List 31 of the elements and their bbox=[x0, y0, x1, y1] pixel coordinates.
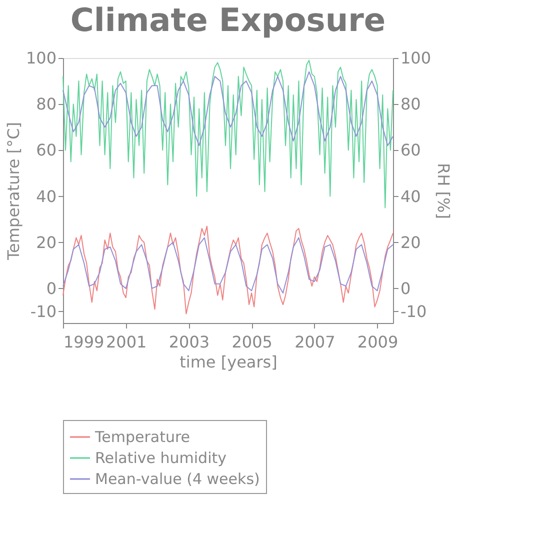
y-tick-label: 40 bbox=[36, 186, 56, 206]
y2-tick-label: 0 bbox=[400, 278, 411, 298]
legend-label: Mean-value (4 weeks) bbox=[95, 470, 260, 488]
x-tick-label: 2007 bbox=[294, 332, 336, 352]
x-tick-label: 2005 bbox=[232, 332, 272, 352]
y2-tick-label: -10 bbox=[400, 302, 427, 321]
chart-title: Climate Exposure bbox=[70, 1, 386, 39]
y2-tick-label: 20 bbox=[400, 232, 421, 252]
legend-label: Temperature bbox=[94, 428, 190, 446]
line-series bbox=[62, 71, 394, 146]
y2-tick-label: 80 bbox=[400, 94, 421, 114]
y2-axis-title: RH [%] bbox=[434, 163, 454, 219]
y-tick-label: 80 bbox=[36, 94, 56, 114]
legend-label: Relative humidity bbox=[95, 449, 227, 467]
y-tick-label: -10 bbox=[30, 302, 56, 321]
y2-tick-label: 40 bbox=[400, 186, 421, 206]
x-tick-label: 2009 bbox=[357, 332, 398, 352]
y-tick-label: 20 bbox=[36, 232, 56, 252]
y-axis-title: Temperature [°C] bbox=[4, 122, 23, 262]
y-tick-label: 100 bbox=[26, 48, 56, 68]
line-series bbox=[62, 237, 394, 294]
x-tick-label: 2001 bbox=[106, 332, 147, 352]
line-series bbox=[62, 226, 394, 314]
y-tick-label: 60 bbox=[36, 140, 56, 160]
x-tick-label: 1999 bbox=[64, 332, 104, 352]
y2-tick-label: 60 bbox=[400, 140, 421, 160]
y-tick-label: 0 bbox=[46, 278, 56, 298]
x-axis-title: time [years] bbox=[180, 352, 278, 372]
line-series bbox=[62, 60, 394, 208]
y2-tick-label: 100 bbox=[400, 48, 432, 68]
x-tick-label: 2003 bbox=[168, 332, 210, 352]
